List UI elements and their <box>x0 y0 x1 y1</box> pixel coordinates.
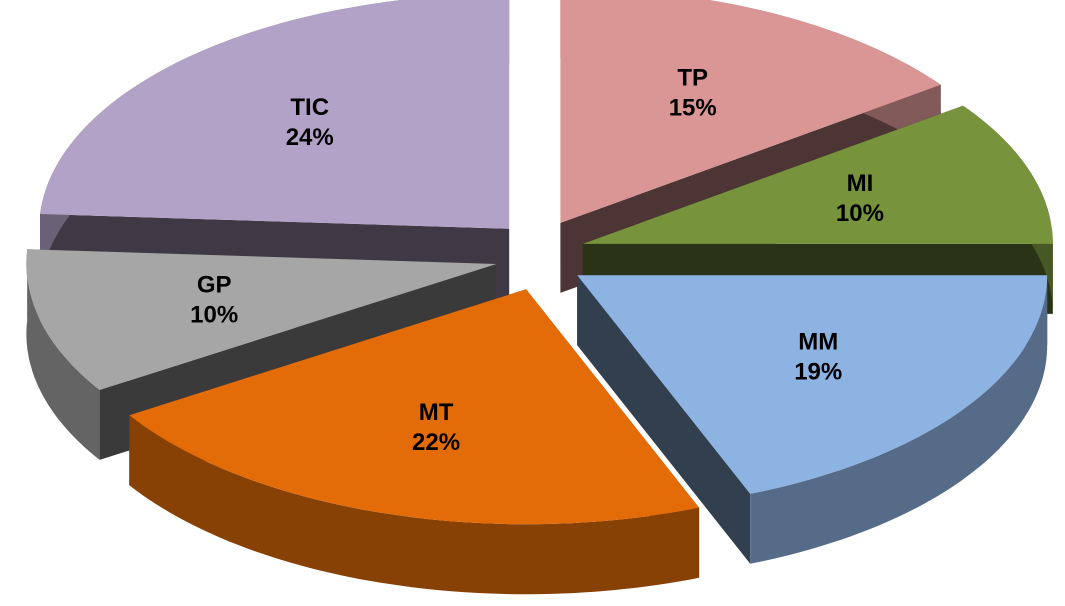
slice-label: MM <box>798 328 838 355</box>
value-label: 10% <box>836 200 884 227</box>
slice-label: TP <box>677 64 708 91</box>
slice-side <box>129 415 700 595</box>
value-label: 10% <box>190 302 238 329</box>
value-label: 22% <box>412 429 460 456</box>
slice <box>560 0 941 223</box>
slice-side <box>577 275 751 564</box>
slice <box>40 0 510 229</box>
slice <box>582 105 1053 244</box>
slice <box>129 289 700 525</box>
slice-label: MI <box>847 170 874 197</box>
value-label: 24% <box>286 124 334 151</box>
slice <box>577 275 1048 494</box>
slice-label: GP <box>197 272 232 299</box>
slice-side <box>26 249 100 460</box>
slice-side <box>750 275 1048 564</box>
value-label: 19% <box>794 358 842 385</box>
value-label: 15% <box>669 94 717 121</box>
slice-label: TIC <box>290 94 329 121</box>
slice-label: MT <box>419 399 454 426</box>
slice <box>26 249 497 390</box>
